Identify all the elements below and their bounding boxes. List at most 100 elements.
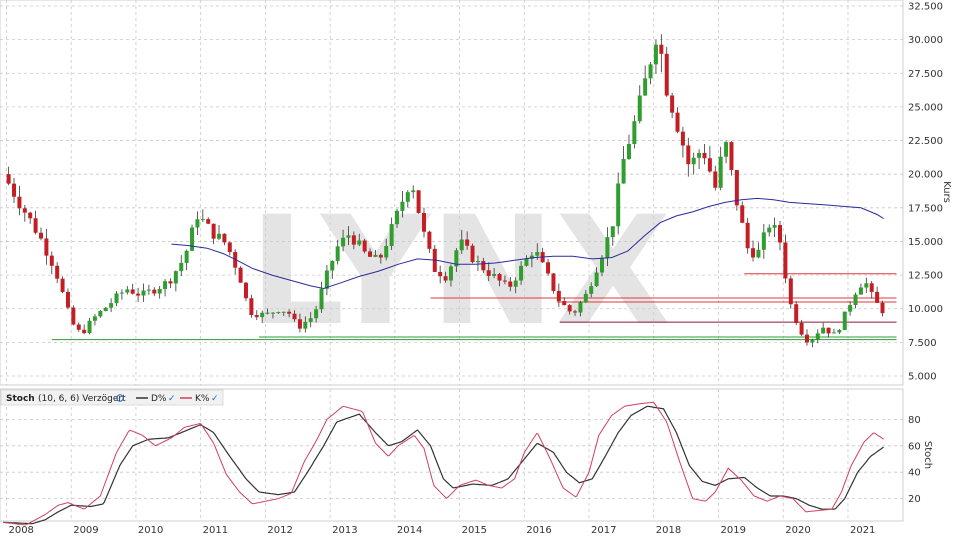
candle-down (783, 242, 788, 279)
candle-up (831, 332, 836, 334)
candle-up (842, 311, 847, 331)
candle-up (810, 339, 815, 343)
candle-up (330, 260, 335, 271)
candle-down (551, 273, 556, 291)
candle-up (864, 283, 869, 288)
candle-up (195, 219, 200, 228)
time-tick-label: 2011 (203, 525, 228, 536)
candle-up (848, 305, 853, 312)
candle-down (238, 267, 243, 283)
candle-up (858, 287, 863, 295)
candle-up (632, 121, 637, 145)
time-tick-label: 2014 (397, 525, 422, 536)
candle-down (804, 334, 809, 343)
candle-down (76, 324, 81, 330)
legend-k-check-icon[interactable]: ✓ (211, 394, 219, 404)
time-tick-label: 2013 (332, 525, 357, 536)
candle-up (92, 316, 97, 321)
candle-up (281, 311, 286, 313)
time-tick-label: 2018 (656, 525, 681, 536)
stoch-tick-label: 80 (908, 415, 921, 426)
stoch-legend (0, 389, 224, 406)
candle-down (826, 327, 831, 334)
candle-up (157, 288, 162, 294)
candle-down (740, 205, 745, 223)
candle-up (718, 156, 723, 188)
time-tick-label: 2021 (850, 525, 875, 536)
candle-up (492, 273, 497, 276)
candle-up (173, 271, 178, 284)
candle-down (33, 218, 38, 233)
time-tick-label: 2017 (591, 525, 616, 536)
candle-up (98, 311, 103, 317)
candle-up (314, 309, 319, 319)
candle-down (680, 131, 685, 146)
candle-down (497, 273, 502, 281)
candle-up (837, 330, 842, 333)
stoch-tick-label: 40 (908, 468, 921, 479)
sma-line (171, 197, 884, 290)
legend-d-label: D% (151, 394, 167, 404)
time-tick-label: 2008 (8, 525, 33, 536)
candle-down (206, 219, 211, 224)
candle-up (109, 303, 114, 308)
candle-up (475, 261, 480, 263)
time-tick-label: 2016 (526, 525, 551, 536)
candle-up (610, 226, 615, 238)
candle-up (357, 240, 362, 245)
price-tick-label: 32.500 (908, 2, 943, 13)
candle-down (481, 261, 486, 271)
candle-down (659, 44, 664, 54)
support-resistance-lines (51, 273, 897, 341)
watermark: LYNX (249, 185, 671, 359)
time-tick-label: 2019 (721, 525, 746, 536)
candle-up (691, 157, 696, 165)
candle-up (643, 78, 648, 96)
price-tick-label: 20.000 (908, 170, 943, 181)
candle-up (87, 320, 92, 334)
candle-down (6, 174, 11, 184)
candle-up (853, 294, 858, 306)
candle-up (459, 239, 464, 251)
candle-up (578, 302, 583, 313)
candle-down (38, 232, 43, 239)
candle-down (670, 95, 675, 113)
candle-up (621, 158, 626, 184)
candle-down (287, 311, 292, 314)
price-grid (0, 0, 903, 385)
candle-up (815, 333, 820, 340)
legend-d-check-icon[interactable]: ✓ (168, 394, 176, 404)
candle-down (292, 313, 297, 320)
candle-up (335, 246, 340, 261)
candle-down (211, 223, 216, 239)
candle-down (443, 276, 448, 281)
candle-up (200, 219, 205, 221)
candle-down (362, 240, 367, 252)
candle-up (697, 152, 702, 158)
candle-up (184, 250, 189, 263)
candle-down (249, 298, 254, 316)
candle-down (664, 53, 669, 96)
stoch-k-line (3, 401, 884, 526)
candle-down (567, 305, 572, 312)
stoch-axis: 20 40 60 80 (908, 415, 921, 505)
price-tick-label: 12.500 (908, 271, 943, 282)
candle-up (626, 144, 631, 159)
candle-up (373, 254, 378, 257)
candle-up (324, 270, 329, 289)
candle-up (114, 293, 119, 304)
price-tick-label: 22.500 (908, 136, 943, 147)
candle-up (125, 289, 130, 293)
candle-down (508, 281, 513, 287)
stoch-tick-label: 60 (908, 441, 921, 452)
settings-icon[interactable] (116, 394, 124, 402)
candle-up (767, 227, 772, 233)
candle-up (583, 293, 588, 303)
candle-up (529, 255, 534, 259)
candle-up (535, 252, 540, 256)
candle-up (260, 312, 265, 318)
candle-up (600, 257, 604, 273)
candle-up (821, 327, 826, 334)
candle-down (546, 262, 551, 274)
candle-down (130, 289, 135, 294)
